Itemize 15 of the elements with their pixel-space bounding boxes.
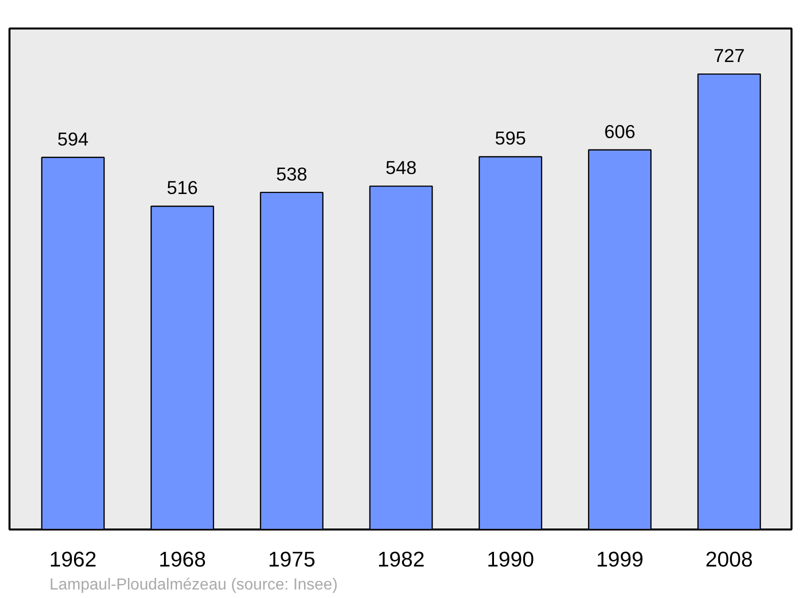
data-label: 516 (166, 177, 198, 198)
x-tick-label: 1982 (377, 548, 425, 572)
x-tick-label: 1962 (49, 548, 97, 572)
x-tick-label: 2008 (705, 548, 753, 572)
data-label: 595 (494, 128, 526, 149)
data-label: 606 (604, 120, 636, 142)
data-label: 594 (57, 128, 89, 150)
data-label: 548 (385, 157, 417, 178)
text: Lampaul-Ploudalmézeau (source: Insee) (50, 576, 338, 594)
data-label: 538 (276, 163, 308, 184)
data-label: 727 (714, 45, 745, 66)
x-tick-label: 1999 (596, 548, 644, 572)
x-tick-label: 1990 (486, 548, 534, 572)
x-tick-label: 1975 (268, 548, 316, 572)
x-tick-label: 1968 (158, 548, 206, 572)
